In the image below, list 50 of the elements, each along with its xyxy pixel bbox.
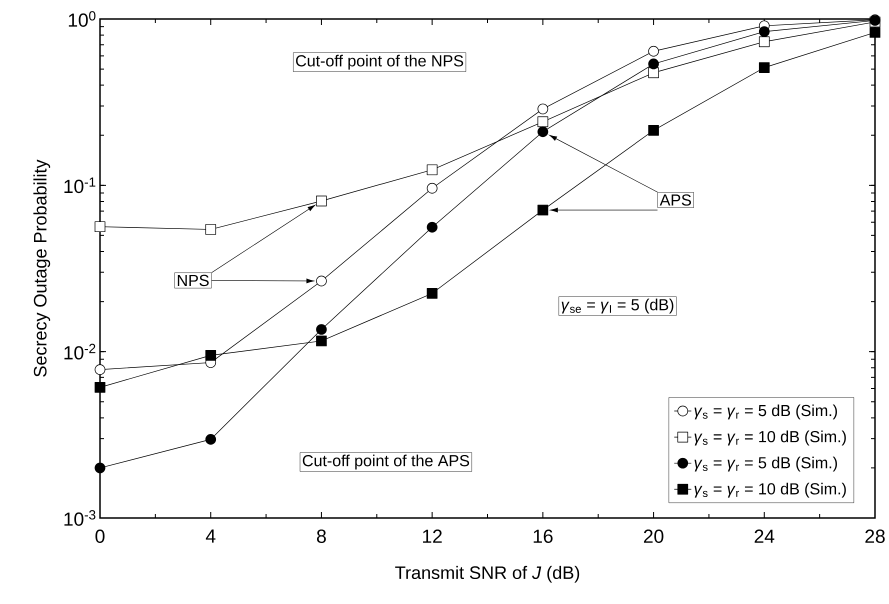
x-axis-title: Transmit SNR of J (dB) (395, 566, 580, 583)
point (426, 222, 438, 233)
point (538, 116, 548, 128)
point (648, 67, 659, 78)
x-tick-label: 8 (316, 530, 326, 543)
point (538, 204, 548, 216)
annotation: Cut-off point of the APS (302, 454, 470, 470)
point (426, 182, 438, 194)
y-tick-label: 10$^{-3}$ (64, 510, 96, 526)
point (538, 126, 548, 138)
point (316, 324, 327, 335)
point (758, 36, 770, 48)
y-axis-title: Secrecy Outage Probability (33, 160, 50, 377)
point (94, 364, 106, 375)
point (426, 164, 438, 176)
point (648, 46, 659, 57)
point (205, 350, 216, 361)
point (205, 224, 216, 235)
point (316, 276, 327, 286)
x-tick-label: 4 (206, 530, 216, 543)
point (94, 221, 106, 232)
point (870, 27, 880, 38)
x-tick-label: 24 (754, 530, 774, 543)
x-tick-label: 28 (865, 530, 885, 543)
legend-label: γ$_{s}$ = γ$_{r}$ = 5 dB (Sim.) (694, 456, 837, 472)
legend-label: γ$_{s}$ = γ$_{r}$ = 10 dB (Sim.) (694, 430, 846, 446)
point (94, 462, 106, 474)
annotation: APS (660, 194, 691, 206)
point (758, 26, 770, 37)
x-tick-label: 0 (95, 530, 105, 543)
annotation: NPS (178, 274, 209, 286)
x-tick-label: 16 (534, 530, 553, 543)
point (205, 434, 216, 445)
annotation: Cut-off point of the NPS (296, 54, 464, 70)
annotation: γ$_{se}$ = γ$_{I}$ = 5 (dB) (562, 298, 674, 314)
point (94, 382, 106, 393)
point (538, 104, 548, 114)
point (316, 196, 327, 206)
y-tick-label: 10$^{-2}$ (64, 344, 96, 360)
legend-label: γ$_{s}$ = γ$_{r}$ = 10 dB (Sim.) (694, 482, 846, 498)
point (316, 336, 327, 346)
point (426, 288, 438, 299)
x-tick-label: 20 (644, 530, 664, 543)
legend-label: γ$_{s}$ = γ$_{r}$ = 5 dB (Sim.) (694, 404, 837, 420)
point (758, 62, 770, 73)
point (648, 58, 659, 70)
x-tick-label: 12 (423, 530, 442, 543)
y-tick-label: 10$^{0}$ (68, 11, 96, 27)
y-tick-label: 10$^{-1}$ (64, 178, 96, 194)
point (648, 125, 659, 136)
